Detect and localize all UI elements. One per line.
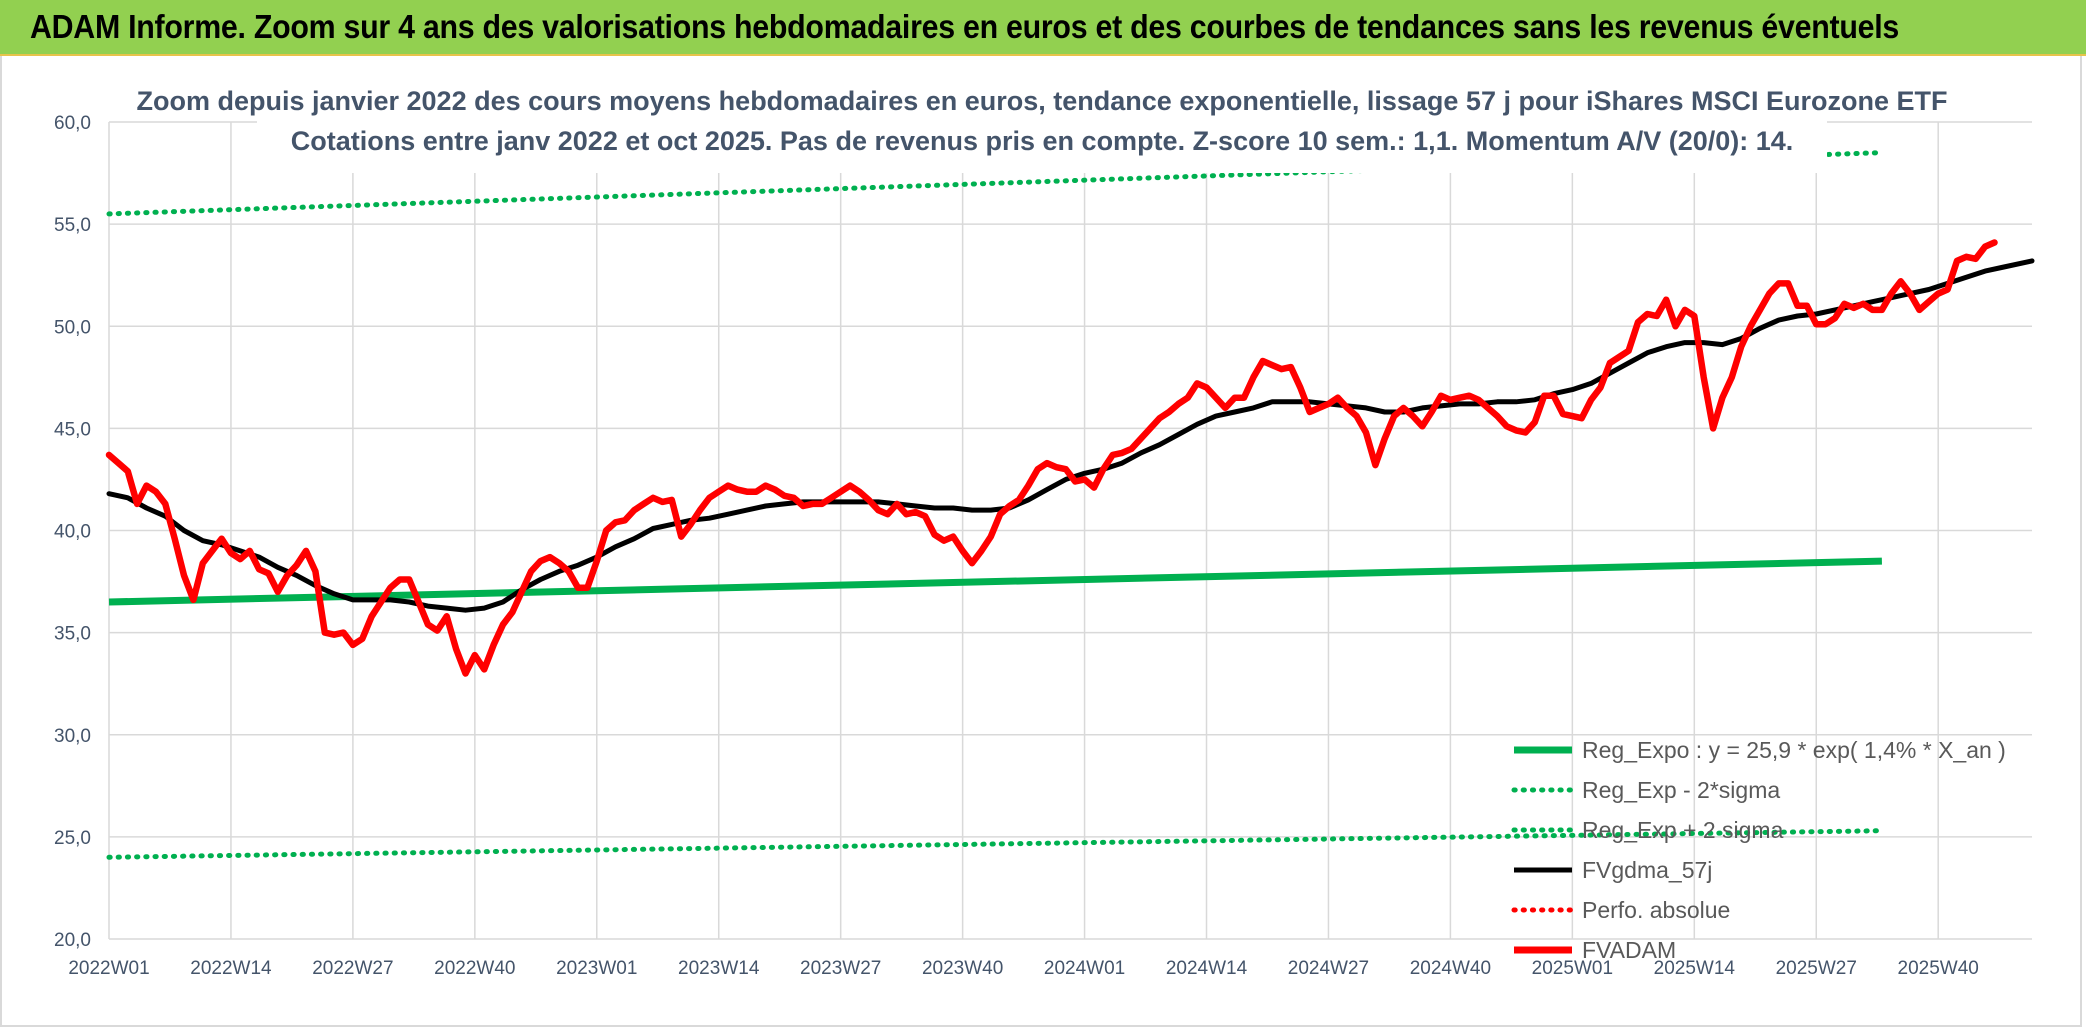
title-background: [257, 78, 1827, 173]
y-tick-label: 30,0: [54, 726, 91, 747]
x-tick-label: 2024W14: [1166, 958, 1248, 979]
x-axis: 2022W01 2022W14 2022W27 2022W40 2023W01 2023W…: [68, 958, 1979, 979]
page-title: ADAM Informe. Zoom sur 4 ans des valoris…: [30, 8, 1899, 45]
x-tick-label: 2025W01: [1532, 958, 1613, 979]
chart: 20,0 25,0 30,0 35,0 40,0 45,0 50,0 55,0 60,0 202…: [54, 78, 2035, 979]
legend-label: Reg_Expo : y = 25,9 * exp( 1,4% * X_an ): [1582, 737, 2006, 763]
chart-title: Zoom depuis janvier 2022 des cours moyen…: [136, 86, 1947, 116]
x-tick-label: 2024W40: [1410, 958, 1491, 979]
header-bar: ADAM Informe. Zoom sur 4 ans des valoris…: [0, 0, 2086, 56]
x-tick-label: 2022W40: [434, 958, 515, 979]
y-tick-label: 40,0: [54, 522, 91, 543]
x-tick-label: 2022W27: [312, 958, 393, 979]
y-tick-label: 45,0: [54, 419, 91, 440]
y-tick-label: 20,0: [54, 930, 91, 951]
y-tick-label: 60,0: [54, 113, 91, 134]
series-line-3: [106, 258, 2035, 613]
x-tick-label: 2025W27: [1776, 958, 1857, 979]
x-tick-label: 2023W14: [678, 958, 760, 979]
series-line-5: [105, 239, 1998, 677]
legend-label: FVgdma_57j: [1582, 857, 1712, 883]
x-tick-label: 2023W01: [556, 958, 637, 979]
legend-label: Perfo. absolue: [1582, 897, 1730, 923]
series-line-1: [106, 828, 1885, 860]
x-tick-label: 2025W14: [1654, 958, 1736, 979]
y-tick-label: 25,0: [54, 828, 91, 849]
gridlines: [108, 121, 2032, 940]
series-line-2: [106, 150, 1885, 217]
chart-frame: 20,0 25,0 30,0 35,0 40,0 45,0 50,0 55,0 60,0 202…: [0, 56, 2082, 1027]
x-tick-label: 2023W40: [922, 958, 1003, 979]
x-tick-label: 2024W27: [1288, 958, 1369, 979]
legend: Reg_Expo : y = 25,9 * exp( 1,4% * X_an )…: [1511, 737, 2006, 963]
legend-label: Reg_Exp - 2*sigma: [1582, 777, 1780, 803]
x-tick-label: 2023W27: [800, 958, 881, 979]
y-tick-label: 50,0: [54, 317, 91, 338]
legend-label: Reg_Exp + 2 sigma: [1582, 817, 1784, 843]
chart-subtitle: Cotations entre janv 2022 et oct 2025. P…: [291, 126, 1794, 156]
y-axis: 20,0 25,0 30,0 35,0 40,0 45,0 50,0 55,0 60,0: [54, 113, 91, 951]
series-layer: [105, 150, 2035, 860]
x-tick-label: 2022W01: [68, 958, 149, 979]
x-tick-label: 2025W40: [1898, 958, 1979, 979]
x-tick-label: 2024W01: [1044, 958, 1125, 979]
x-tick-label: 2022W14: [190, 958, 272, 979]
y-tick-label: 35,0: [54, 624, 91, 645]
legend-label: FVADAM: [1582, 937, 1676, 963]
y-tick-label: 55,0: [54, 215, 91, 236]
series-line-0: [108, 557, 1882, 606]
